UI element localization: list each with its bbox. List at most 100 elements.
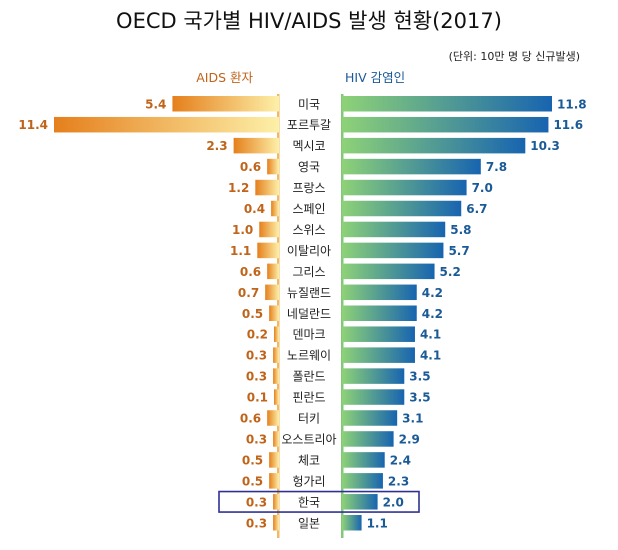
left-value-label: 0.2 — [247, 328, 268, 342]
legend-right-label: HIV 감염인 — [345, 70, 405, 85]
left-value-label: 0.3 — [246, 370, 267, 384]
category-label: 일본 — [298, 516, 320, 530]
left-bar — [273, 494, 279, 510]
left-bar — [273, 431, 279, 447]
left-value-label: 1.2 — [228, 181, 249, 195]
left-value-label: 0.1 — [247, 391, 268, 405]
left-bar — [172, 96, 279, 112]
highlight-box — [218, 490, 420, 513]
left-bar — [267, 410, 279, 426]
left-bar — [273, 515, 279, 531]
left-value-label: 0.5 — [242, 453, 263, 467]
right-value-label: 3.1 — [402, 412, 423, 426]
left-bar — [273, 368, 279, 384]
chart-title: OECD 국가별 HIV/AIDS 발생 현황(2017) — [116, 9, 502, 33]
category-label: 그리스 — [292, 265, 325, 279]
category-label: 한국 — [298, 495, 320, 509]
category-label: 이탈리아 — [287, 244, 331, 258]
right-bar — [342, 242, 444, 259]
left-bar — [273, 347, 279, 363]
category-label: 핀란드 — [292, 391, 325, 405]
left-value-label: 0.3 — [246, 349, 267, 363]
left-bar — [267, 158, 279, 175]
right-value-label: 4.2 — [422, 286, 443, 300]
right-value-label: 4.2 — [422, 307, 443, 321]
left-value-label: 1.1 — [230, 244, 251, 258]
category-label: 헝가리 — [292, 474, 325, 488]
right-value-label: 3.5 — [409, 391, 430, 405]
category-label: 뉴질랜드 — [287, 286, 331, 300]
right-value-label: 2.0 — [383, 495, 404, 509]
left-value-label: 0.3 — [246, 495, 267, 509]
left-bar — [269, 473, 279, 489]
category-label: 스페인 — [292, 202, 325, 216]
category-label: 영국 — [298, 160, 320, 174]
left-value-label: 11.4 — [18, 118, 48, 132]
right-value-label: 3.5 — [409, 370, 430, 384]
left-bar — [269, 305, 279, 321]
category-label: 오스트리아 — [281, 432, 336, 446]
right-value-label: 2.3 — [388, 474, 409, 488]
right-value-label: 2.9 — [399, 432, 420, 446]
right-bar — [342, 200, 462, 217]
right-value-label: 5.7 — [448, 244, 469, 258]
right-value-label: 2.4 — [390, 453, 411, 467]
left-value-label: 0.4 — [244, 202, 265, 216]
right-bar — [342, 96, 552, 112]
left-value-label: 0.6 — [240, 265, 261, 279]
right-value-label: 10.3 — [530, 139, 560, 153]
left-bar — [267, 263, 279, 280]
chart-unit-note: (단위: 10만 명 당 신규발생) — [449, 50, 580, 63]
right-bar — [342, 326, 415, 342]
right-value-label: 6.7 — [466, 202, 487, 216]
right-bar — [342, 410, 398, 426]
right-value-label: 5.2 — [440, 265, 461, 279]
right-value-label: 4.1 — [420, 349, 441, 363]
left-bar — [255, 179, 279, 196]
right-bar — [342, 284, 417, 301]
category-label: 프랑스 — [292, 181, 325, 195]
left-value-label: 0.5 — [242, 474, 263, 488]
category-label: 덴마크 — [292, 328, 325, 342]
category-label: 터키 — [298, 412, 320, 426]
right-value-label: 7.8 — [486, 160, 507, 174]
right-bar — [342, 179, 467, 196]
left-value-label: 0.5 — [242, 307, 263, 321]
left-bar — [259, 221, 279, 238]
right-bar — [342, 515, 362, 531]
right-bar — [342, 305, 417, 321]
right-bar — [342, 263, 435, 280]
left-value-label: 0.3 — [246, 432, 267, 446]
left-value-label: 5.4 — [145, 97, 166, 111]
left-bar — [265, 284, 279, 301]
left-value-label: 0.6 — [240, 412, 261, 426]
right-bar — [342, 431, 394, 447]
left-bar — [257, 242, 279, 259]
right-bar — [342, 473, 383, 489]
right-bar — [342, 368, 405, 384]
right-bar — [342, 116, 549, 133]
right-bar — [342, 137, 526, 154]
left-value-label: 0.7 — [238, 286, 259, 300]
category-label: 폴란드 — [292, 370, 325, 384]
right-value-label: 4.1 — [420, 328, 441, 342]
left-bar — [274, 389, 279, 405]
right-value-label: 11.6 — [553, 118, 583, 132]
category-label: 미국 — [298, 97, 320, 111]
legend-left-label: AIDS 환자 — [196, 70, 253, 85]
category-label: 포르투갈 — [287, 118, 331, 132]
category-label: 노르웨이 — [287, 349, 331, 363]
category-label: 멕시코 — [292, 139, 325, 153]
left-value-label: 0.6 — [240, 160, 261, 174]
category-label: 네덜란드 — [287, 307, 331, 321]
right-bar — [342, 389, 405, 405]
left-bar — [274, 326, 279, 342]
left-bar — [233, 137, 279, 154]
left-value-label: 1.0 — [232, 223, 253, 237]
left-bar — [54, 116, 279, 133]
right-value-label: 5.8 — [450, 223, 471, 237]
right-value-label: 7.0 — [472, 181, 493, 195]
right-value-label: 1.1 — [367, 516, 388, 530]
chart-marks: 5.4 11.8 미국 11.4 11.6 포르투갈 2.3 10.3 멕시코 0.6 7.8 영국 1… — [18, 96, 587, 531]
right-value-label: 11.8 — [557, 97, 587, 111]
